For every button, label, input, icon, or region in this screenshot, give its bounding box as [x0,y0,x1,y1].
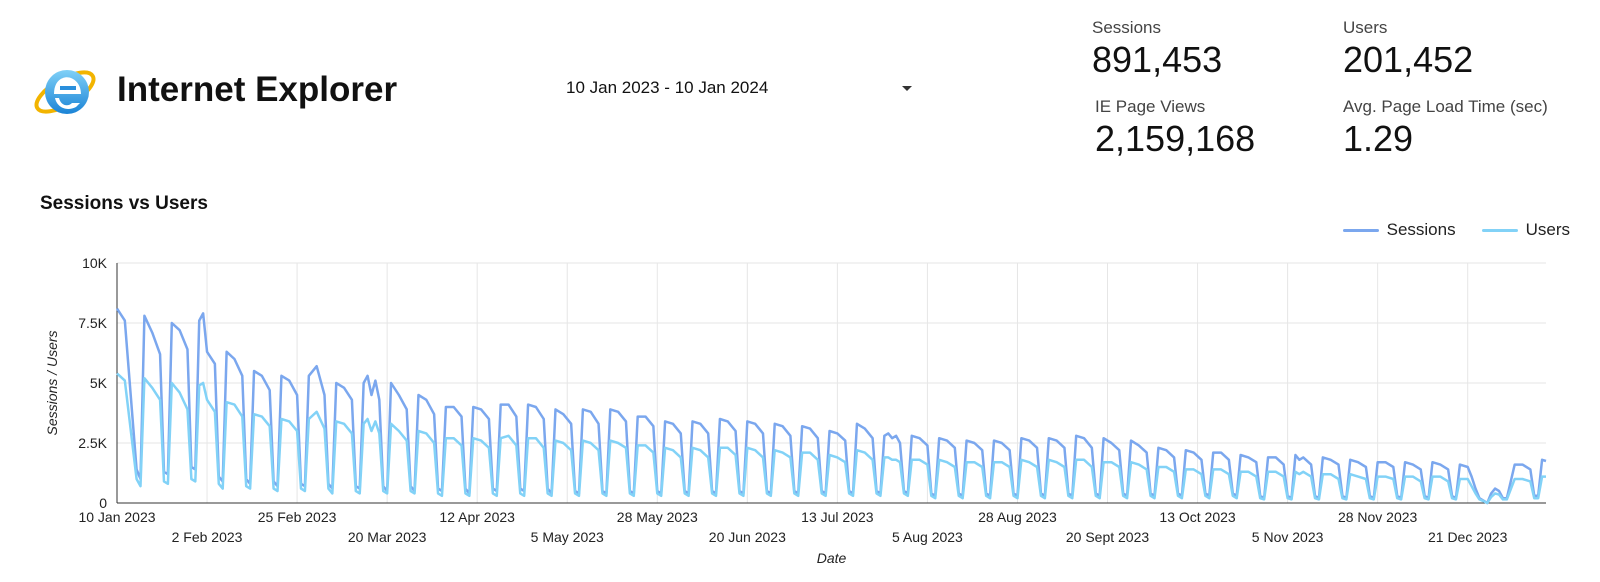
x-tick-label: 28 Aug 2023 [978,509,1057,525]
kpi-value: 1.29 [1343,118,1414,159]
legend-item-users[interactable]: Users [1481,220,1570,240]
kpi-label: Users [1343,18,1388,37]
date-range-selector[interactable]: 10 Jan 2023 - 10 Jan 2024 [566,73,916,103]
y-axis-title: Sessions / Users [44,330,60,435]
x-tick-label: 2 Feb 2023 [172,529,243,545]
x-axis-title: Date [817,550,847,566]
y-tick-label: 7.5K [78,315,107,331]
internet-explorer-icon [30,60,100,124]
x-tick-label: 28 May 2023 [617,509,698,525]
x-tick-label: 5 Nov 2023 [1252,529,1324,545]
series-line-users [116,372,1546,505]
x-tick-label: 13 Oct 2023 [1159,509,1235,525]
x-tick-label: 5 May 2023 [531,529,604,545]
app-title: Internet Explorer [117,70,398,109]
x-tick-label: 20 Mar 2023 [348,529,427,545]
kpi-value: 2,159,168 [1095,118,1256,159]
chevron-down-icon [902,85,912,91]
series-line-sessions [115,307,1547,505]
legend-swatch [1342,228,1379,232]
x-tick-label: 20 Jun 2023 [709,529,786,545]
y-tick-label: 5K [90,375,108,391]
date-range-value: 10 Jan 2023 - 10 Jan 2024 [566,78,769,97]
kpi-sessions: Sessions 891,453 [1092,18,1222,81]
kpi-label: IE Page Views [1095,97,1206,116]
x-tick-label: 25 Feb 2023 [258,509,337,525]
y-tick-label: 0 [99,495,107,511]
x-tick-label: 10 Jan 2023 [78,509,155,525]
kpi-label: Sessions [1092,18,1161,37]
kpi-value: 891,453 [1092,39,1223,80]
x-tick-label: 20 Sept 2023 [1066,529,1150,545]
x-tick-label: 21 Dec 2023 [1428,529,1508,545]
kpi-ie-page-views: IE Page Views 2,159,168 [1095,97,1255,160]
legend-swatch [1481,228,1518,232]
x-tick-label: 5 Aug 2023 [892,529,963,545]
y-tick-label: 10K [82,255,108,271]
kpi-label: Avg. Page Load Time (sec) [1343,97,1548,116]
chart-title: Sessions vs Users [40,193,208,214]
chart-legend: Sessions Users [1342,220,1570,240]
kpi-value: 201,452 [1343,39,1474,80]
x-tick-label: 28 Nov 2023 [1338,509,1418,525]
legend-label: Sessions [1386,220,1456,239]
legend-label: Users [1525,220,1570,239]
kpi-users: Users 201,452 [1343,18,1473,81]
legend-item-sessions[interactable]: Sessions [1342,220,1456,240]
y-tick-label: 2.5K [78,435,107,451]
x-tick-label: 13 Jul 2023 [801,509,874,525]
kpi-avg-page-load-time: Avg. Page Load Time (sec) 1.29 [1343,97,1548,160]
x-tick-label: 12 Apr 2023 [439,509,515,525]
